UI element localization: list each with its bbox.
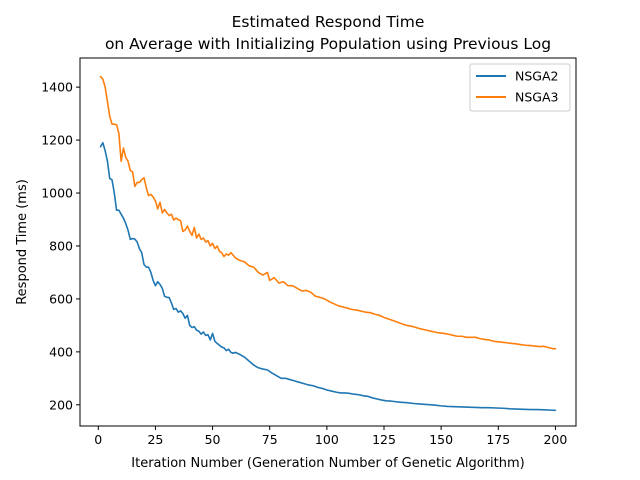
x-tick-label: 175 bbox=[486, 432, 510, 447]
y-tick-label: 800 bbox=[49, 238, 73, 253]
x-tick-label: 150 bbox=[429, 432, 453, 447]
series-line-nsga3 bbox=[99, 75, 557, 350]
x-tick-label: 0 bbox=[94, 432, 102, 447]
y-tick-label: 1200 bbox=[41, 133, 73, 148]
plot-background bbox=[80, 58, 576, 426]
y-tick-label: 400 bbox=[49, 344, 73, 359]
x-tick-label: 100 bbox=[315, 432, 339, 447]
x-tick-label: 50 bbox=[205, 432, 221, 447]
x-tick-label: 75 bbox=[262, 432, 278, 447]
series-line-nsga2 bbox=[99, 141, 557, 412]
x-axis-label: Iteration Number (Generation Number of G… bbox=[131, 456, 524, 471]
legend-label-nsga3: NSGA3 bbox=[515, 90, 558, 105]
x-tick-label: 200 bbox=[543, 432, 567, 447]
y-tick-label: 200 bbox=[49, 397, 73, 412]
y-tick-label: 1400 bbox=[41, 80, 73, 95]
x-tick-label: 25 bbox=[147, 432, 163, 447]
x-axis-ticks: 0 25 50 75 100 125 150 175 200 bbox=[94, 426, 567, 447]
legend-label-nsga2: NSGA2 bbox=[515, 69, 558, 84]
y-axis-label: Respond Time (ms) bbox=[15, 179, 30, 305]
y-tick-label: 600 bbox=[49, 291, 73, 306]
y-axis-ticks: 200 400 600 800 1000 1200 1400 bbox=[41, 80, 80, 412]
chart-title-line-1: Estimated Respond Time bbox=[232, 13, 425, 31]
x-tick-label: 125 bbox=[372, 432, 396, 447]
plot-area bbox=[80, 58, 576, 426]
series-layer bbox=[99, 75, 557, 412]
chart-title-line-2: on Average with Initializing Population … bbox=[105, 35, 551, 53]
y-tick-label: 1000 bbox=[41, 186, 73, 201]
plot-frame bbox=[79, 57, 577, 427]
legend: NSGA2 NSGA3 bbox=[469, 63, 571, 112]
